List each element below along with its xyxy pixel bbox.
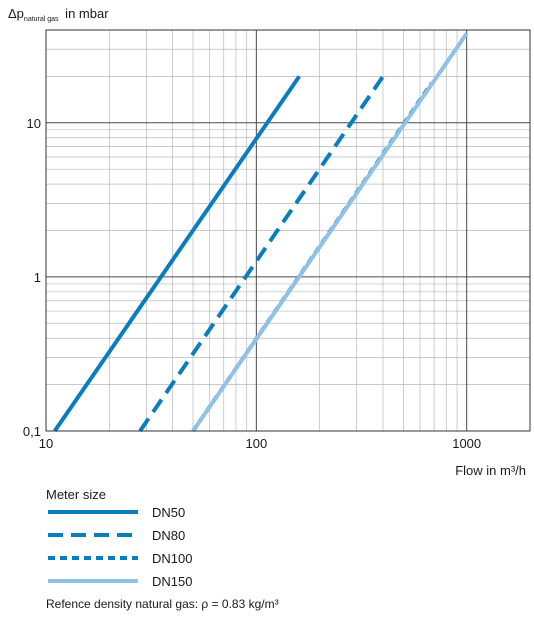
y-tick-label: 10: [27, 116, 41, 131]
x-tick-label: 10: [39, 436, 53, 451]
legend-item-dn150: DN150: [46, 570, 192, 592]
legend-swatch-dn80: [48, 533, 138, 537]
series-line-dn50: [53, 75, 301, 433]
legend-swatch-dn150: [48, 579, 138, 583]
series-layer: [53, 32, 469, 433]
legend-label-dn80: DN80: [152, 527, 186, 543]
x-tick-label: 1000: [452, 436, 481, 451]
legend-title: Meter size: [46, 487, 106, 502]
series-line-dn80: [138, 71, 387, 433]
chart-plot: 10 100 1000 0,1 1 10: [23, 29, 531, 451]
tick-labels: 10 100 1000 0,1 1 10: [23, 116, 481, 451]
plot-frame: [45, 29, 531, 432]
y-axis-label-prefix: Δp: [8, 6, 24, 21]
x-axis-label: Flow in m³/h: [455, 463, 526, 478]
y-axis-label-suffix: in mbar: [61, 6, 109, 21]
reference-density-note: Refence density natural gas: ρ = 0.83 kg…: [46, 597, 279, 611]
legend-label-dn50: DN50: [152, 504, 186, 520]
legend-swatch-dn100: [48, 556, 138, 560]
legend-label-dn100: DN100: [152, 550, 193, 566]
legend-label-dn150: DN150: [152, 573, 193, 589]
legend-swatch-dn50: [48, 510, 138, 514]
y-tick-label: 1: [34, 270, 41, 285]
x-tick-label: 100: [245, 436, 267, 451]
y-axis-label: Δpnatural gas in mbar: [8, 6, 109, 23]
legend-item-dn50: DN50: [46, 501, 185, 523]
legend-item-dn80: DN80: [46, 524, 185, 546]
legend-item-dn100: DN100: [46, 547, 192, 569]
y-axis-label-subscript: natural gas: [23, 16, 59, 23]
series-line-dn150: [191, 32, 469, 433]
grid-minor: [46, 29, 531, 431]
y-tick-label: 0,1: [23, 424, 41, 439]
